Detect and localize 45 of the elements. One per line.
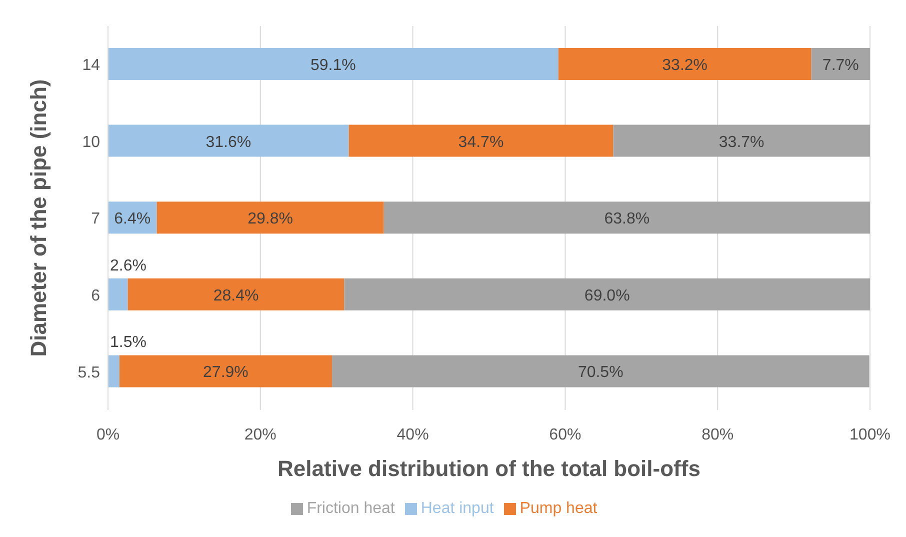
bar bbox=[344, 278, 870, 310]
bar bbox=[108, 124, 349, 157]
data-label: 27.9% bbox=[203, 364, 248, 382]
y-tick-label: 6 bbox=[91, 287, 100, 304]
bar bbox=[156, 202, 384, 234]
data-label: 1.5% bbox=[110, 334, 146, 352]
legend-label: Pump heat bbox=[520, 500, 598, 517]
y-axis-title: Diameter of the pipe (inch) bbox=[26, 79, 51, 357]
bar bbox=[332, 355, 870, 388]
x-tick-label: 100% bbox=[850, 426, 890, 444]
data-label: 29.8% bbox=[248, 210, 293, 228]
x-axis-title: Relative distribution of the total boil-offs bbox=[278, 456, 700, 481]
data-label: 69.0% bbox=[584, 287, 630, 304]
data-label: 34.7% bbox=[458, 134, 504, 151]
bar bbox=[613, 124, 870, 157]
data-label: 31.6% bbox=[206, 134, 252, 151]
bar bbox=[128, 278, 344, 310]
data-label: 33.2% bbox=[662, 57, 708, 74]
bar bbox=[108, 48, 558, 80]
x-tick-label: 20% bbox=[244, 426, 276, 444]
data-label: 28.4% bbox=[213, 287, 259, 304]
legend-label: Heat input bbox=[420, 500, 494, 517]
bar bbox=[558, 48, 812, 80]
y-tick-label: 10 bbox=[82, 134, 100, 151]
bar bbox=[348, 124, 614, 157]
x-tick-label: 60% bbox=[549, 426, 582, 444]
data-label: 59.1% bbox=[310, 57, 356, 74]
bar bbox=[108, 278, 128, 310]
data-label: 63.8% bbox=[604, 210, 650, 228]
y-tick-label: 7 bbox=[91, 210, 100, 228]
data-label: 7.7% bbox=[822, 57, 859, 74]
data-label: 2.6% bbox=[110, 257, 146, 274]
data-label: 70.5% bbox=[578, 364, 624, 382]
bar bbox=[384, 202, 870, 234]
bar bbox=[811, 48, 870, 80]
data-label: 6.4% bbox=[114, 210, 151, 228]
data-label: 33.7% bbox=[718, 134, 764, 151]
bar bbox=[108, 355, 120, 388]
y-tick-label: 14 bbox=[82, 57, 100, 74]
x-tick-label: 0% bbox=[96, 426, 120, 444]
bar bbox=[119, 355, 332, 388]
y-tick-label: 5.5 bbox=[78, 364, 100, 382]
x-tick-label: 40% bbox=[396, 426, 429, 444]
legend-label: Friction heat bbox=[306, 500, 395, 517]
x-tick-label: 80% bbox=[702, 426, 734, 444]
